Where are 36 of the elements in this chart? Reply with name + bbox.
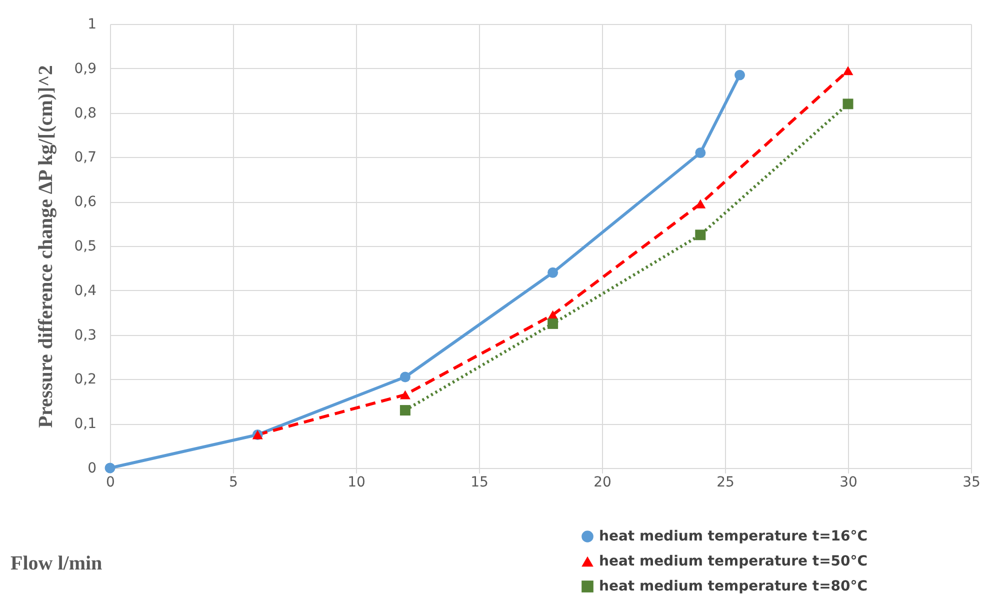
y-tick-label: 0,5 — [74, 238, 96, 254]
y-tick-label: 0,7 — [74, 150, 96, 166]
point — [842, 66, 854, 76]
y-tick-label: 0,8 — [74, 105, 96, 122]
y-tick-label: 0 — [88, 460, 96, 476]
x-tick-label: 15 — [470, 474, 488, 490]
y-tick-label: 0,1 — [74, 416, 96, 432]
legend-label: heat medium temperature t=80°C — [599, 578, 868, 594]
y-tick-label: 1 — [88, 16, 96, 32]
point — [695, 148, 706, 158]
point — [400, 372, 410, 382]
point — [842, 98, 854, 110]
point — [548, 267, 558, 278]
y-tick-label: 0,4 — [74, 282, 97, 299]
y-axis-title: Pressure difference change ∆P kg/[(cm)]^2 — [35, 65, 58, 428]
y-tick-label: 0,2 — [74, 372, 96, 388]
point — [400, 405, 410, 416]
point — [400, 390, 410, 400]
y-tick-label: 0,3 — [74, 327, 96, 344]
x-tick-label: 30 — [840, 474, 858, 490]
x-tick-label: 35 — [962, 474, 980, 490]
point — [695, 199, 706, 208]
point — [734, 70, 746, 80]
x-tick-label: 20 — [594, 474, 612, 490]
point — [548, 318, 558, 329]
legend-label: heat medium temperature t=16°C — [599, 528, 868, 544]
y-tick-label: 0,9 — [74, 60, 96, 77]
x-tick-label: 0 — [106, 474, 115, 490]
y-tick-label: 0,6 — [74, 194, 97, 210]
x-tick-label: 5 — [229, 474, 238, 490]
x-tick-label: 25 — [716, 474, 734, 490]
legend-label: heat medium temperature t=50°C — [599, 554, 868, 570]
x-tick-label: 10 — [348, 474, 366, 490]
x-axis-title: Flow l/min — [10, 552, 102, 574]
point — [695, 230, 706, 240]
point — [104, 462, 116, 474]
